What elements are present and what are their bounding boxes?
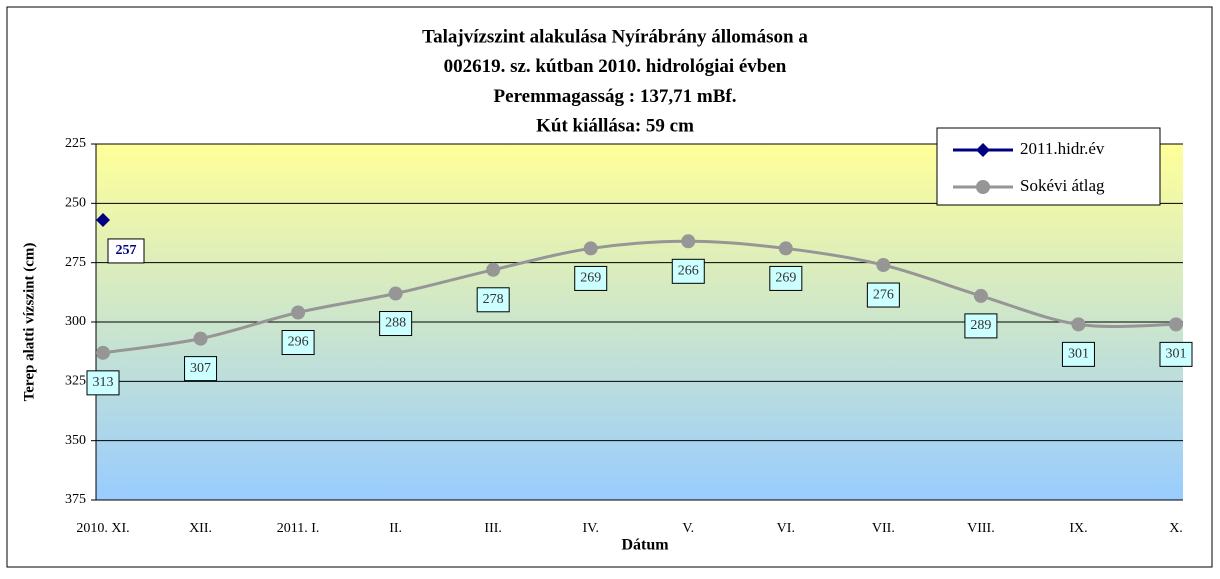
data-label-box — [281, 330, 315, 356]
x-tick-label: II. — [389, 521, 402, 536]
data-label-box — [476, 287, 510, 313]
data-label-box — [671, 258, 705, 284]
legend-box — [936, 127, 1161, 206]
legend-label: Sokévi átlag — [1020, 176, 1105, 195]
data-label: 266 — [671, 258, 705, 284]
x-tick-label: IV. — [582, 521, 598, 536]
chart-title: Peremmagasság : 137,71 mBf. — [494, 86, 737, 107]
data-label-text: 257 — [116, 243, 137, 258]
data-label-text: 276 — [873, 287, 894, 302]
chart-title: 002619. sz. kútban 2010. hidrológiai évb… — [444, 56, 787, 77]
x-tick-label: IX. — [1069, 521, 1087, 536]
data-label-box — [107, 238, 145, 264]
data-label: 313 — [86, 370, 120, 396]
point — [96, 345, 110, 360]
point — [291, 305, 306, 320]
y-tick-label: 350 — [65, 433, 86, 448]
data-label-box — [1061, 341, 1095, 367]
data-label-box — [86, 370, 120, 396]
data-label-text: 296 — [288, 335, 309, 350]
data-label-text: 288 — [385, 316, 406, 331]
x-tick-label: VI. — [777, 521, 795, 536]
point — [583, 241, 598, 256]
data-label: 269 — [574, 265, 608, 291]
data-label-text: 313 — [93, 375, 114, 390]
data-label-text: 269 — [580, 271, 601, 286]
x-tick-label: 2010. XI. — [76, 521, 129, 536]
chart-title: Talajvízszint alakulása Nyírábrány állom… — [422, 26, 808, 47]
series-line — [102, 239, 1177, 355]
y-tick-label: 375 — [65, 492, 86, 507]
point — [681, 234, 696, 249]
data-label: 257 — [107, 238, 145, 264]
data-label-text: 269 — [775, 271, 796, 286]
data-label-box — [184, 356, 218, 382]
point — [778, 241, 793, 256]
data-label-text: 266 — [678, 264, 699, 279]
point — [486, 262, 501, 277]
legend-marker — [976, 143, 990, 157]
point — [973, 288, 988, 303]
y-tick-label: 325 — [65, 374, 86, 389]
chart-title: Kút kiállása: 59 cm — [536, 115, 694, 136]
x-tick-label: 2011. I. — [277, 521, 320, 536]
point — [1169, 317, 1183, 332]
x-tick-label: XII. — [189, 521, 212, 536]
point — [96, 212, 110, 227]
x-tick-label: VII. — [872, 521, 895, 536]
data-label: 289 — [964, 313, 998, 339]
data-label: 296 — [281, 330, 315, 356]
data-label-box — [574, 265, 608, 291]
data-label-text: 289 — [970, 318, 991, 333]
point — [876, 258, 891, 273]
x-axis-label: Dátum — [621, 537, 669, 554]
point — [1071, 317, 1086, 332]
x-tick-label: X. — [1169, 521, 1183, 536]
data-label-text: 307 — [190, 361, 211, 376]
x-tick-label: V. — [682, 521, 694, 536]
x-tick-label: VIII. — [967, 521, 995, 536]
data-label-text: 301 — [1068, 347, 1089, 362]
data-label-box — [1159, 341, 1193, 367]
y-tick-label: 250 — [65, 196, 86, 211]
legend-marker — [976, 180, 990, 194]
data-label-box — [769, 265, 803, 291]
y-axis-label: Terep alatti vízszint (cm) — [21, 243, 37, 402]
data-label: 307 — [184, 356, 218, 382]
x-tick-label: III. — [484, 521, 502, 536]
point — [388, 286, 403, 301]
y-tick-label: 275 — [65, 255, 86, 270]
y-tick-label: 300 — [65, 314, 86, 329]
data-label-text: 301 — [1166, 347, 1187, 362]
data-label-box — [379, 311, 413, 337]
y-tick-label: 225 — [65, 136, 86, 151]
data-label: 288 — [379, 311, 413, 337]
data-label: 278 — [476, 287, 510, 313]
data-label: 301 — [1061, 341, 1095, 367]
point — [193, 331, 208, 346]
data-label-box — [866, 282, 900, 308]
data-label-text: 278 — [483, 292, 504, 307]
legend-label: 2011.hidr.év — [1020, 139, 1105, 158]
data-label: 276 — [866, 282, 900, 308]
data-label: 269 — [769, 265, 803, 291]
data-label: 301 — [1159, 341, 1193, 367]
data-label-box — [964, 313, 998, 339]
